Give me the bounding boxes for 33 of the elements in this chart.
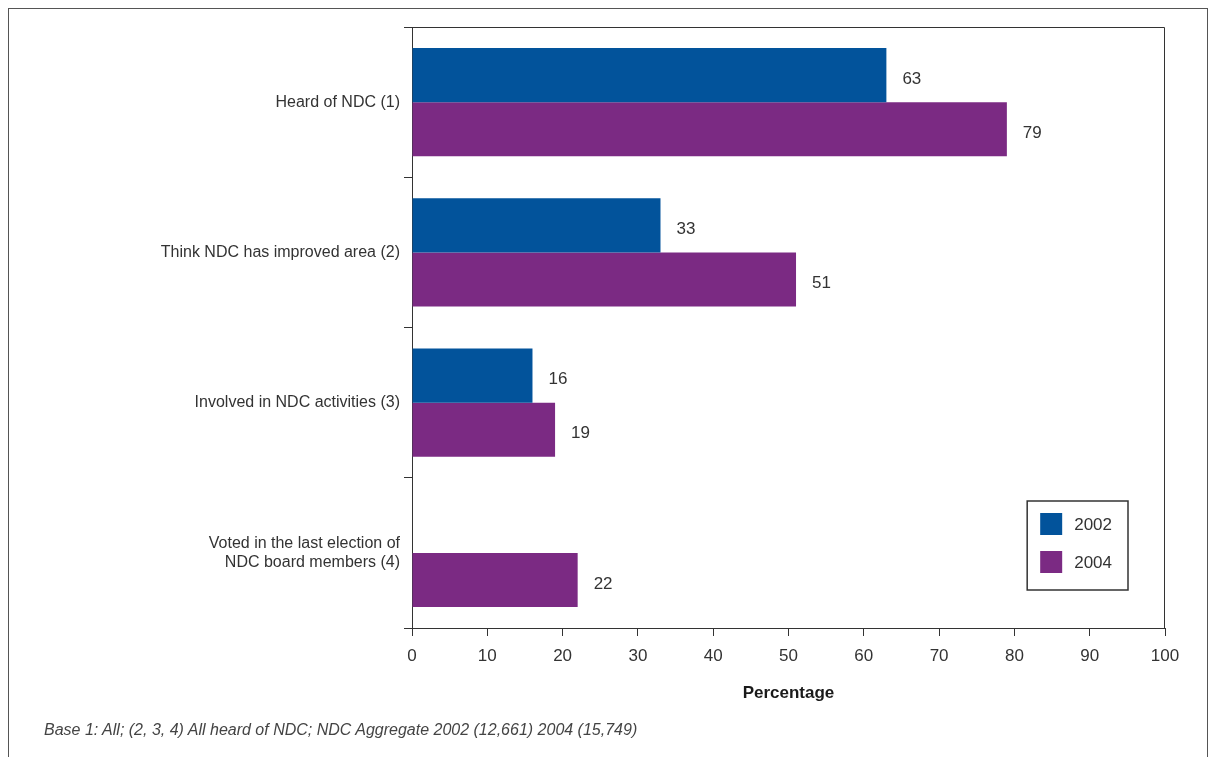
x-axis-title: Percentage — [742, 683, 835, 703]
data-label: 33 — [676, 219, 696, 239]
x-tick-label: 10 — [477, 645, 497, 665]
x-tick-label: 90 — [1080, 645, 1100, 665]
bar — [412, 252, 797, 307]
bar — [412, 348, 533, 403]
y-tick-label: Voted in the last election of NDC board members (4) — [208, 533, 401, 570]
x-tick-label: 80 — [1004, 645, 1024, 665]
data-label: 79 — [1022, 122, 1042, 142]
legend-label: 2002 — [1074, 514, 1113, 534]
bar — [412, 402, 556, 457]
x-tick-label: 60 — [854, 645, 874, 665]
data-label: 16 — [548, 369, 568, 389]
y-tick-label: Heard of NDC (1) — [275, 92, 400, 110]
data-label: 63 — [902, 68, 922, 88]
data-label: 19 — [571, 423, 590, 443]
y-tick-label: Involved in NDC activities (3) — [194, 393, 400, 411]
x-tick-label: 0 — [407, 645, 417, 665]
bar — [412, 198, 661, 253]
data-label: 51 — [812, 273, 831, 293]
x-tick-label: 20 — [553, 645, 573, 665]
x-tick-label: 70 — [929, 645, 949, 665]
data-label: 22 — [593, 573, 613, 593]
x-tick-label: 50 — [779, 645, 798, 665]
bar — [412, 552, 578, 607]
y-tick-label: Think NDC has improved area (2) — [160, 242, 400, 260]
x-tick-label: 40 — [703, 645, 723, 665]
legend-label: 2004 — [1074, 552, 1113, 572]
x-tick-label: 100 — [1150, 645, 1180, 665]
text: Base 1: All; (2, 3, 4) All heard of NDC; NDC Aggregate 2002 (12,661) 2004 (15,749) — [44, 721, 638, 739]
bar — [412, 102, 1007, 157]
x-tick-label: 30 — [628, 645, 648, 665]
bar — [412, 48, 887, 103]
